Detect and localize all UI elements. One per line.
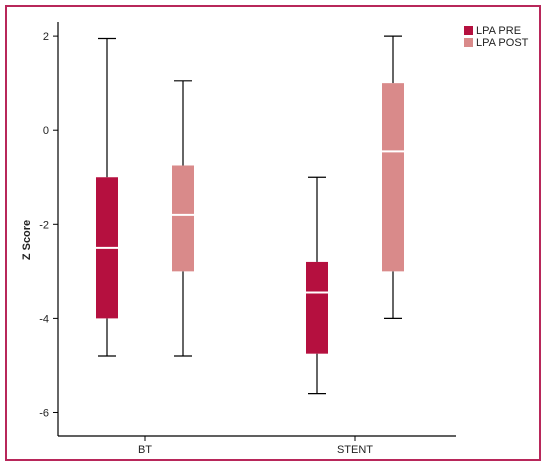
box-lpa-post-stent: [382, 35, 404, 319]
x-tick-label: STENT: [337, 444, 373, 456]
iqr-box: [306, 261, 328, 354]
box-lpa-pre-bt: [96, 37, 118, 357]
y-tick-label: -2: [39, 219, 49, 231]
x-ticks: BT STENT: [138, 436, 373, 456]
box-lpa-pre-stent: [306, 176, 328, 395]
y-tick-label: 0: [43, 125, 49, 137]
legend-swatch: [464, 38, 473, 47]
y-tick-label: -4: [39, 313, 49, 325]
legend-label: LPA POST: [476, 37, 529, 49]
figure-frame: [5, 5, 541, 461]
legend-swatch: [464, 26, 473, 35]
iqr-box: [172, 165, 194, 272]
box-lpa-post-bt: [172, 80, 194, 357]
iqr-box: [382, 83, 404, 272]
boxes: [96, 35, 404, 395]
legend-label: LPA PRE: [476, 25, 521, 37]
y-tick-label: 2: [43, 31, 49, 43]
axes: [57, 22, 456, 437]
y-tick-label: -6: [39, 407, 49, 419]
x-tick-label: BT: [138, 444, 152, 456]
y-ticks: 2 0 -2 -4 -6: [39, 31, 58, 419]
y-axis-title: Z Score: [21, 220, 33, 260]
